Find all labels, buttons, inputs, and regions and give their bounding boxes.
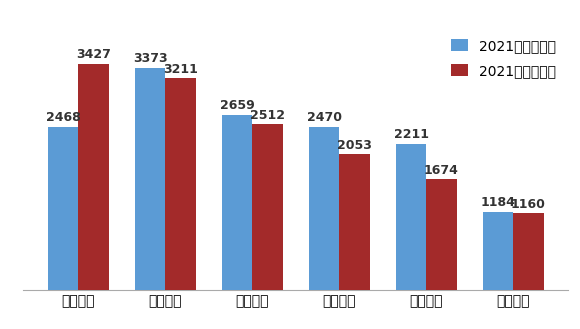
- Bar: [426, 179, 456, 290]
- Bar: [513, 213, 543, 290]
- Text: 2470: 2470: [307, 111, 342, 124]
- Text: 2512: 2512: [250, 109, 285, 122]
- Text: 2053: 2053: [337, 139, 372, 152]
- Text: 1184: 1184: [480, 196, 516, 209]
- Bar: [252, 124, 283, 290]
- Text: 1160: 1160: [511, 197, 546, 211]
- Text: 2211: 2211: [393, 128, 429, 141]
- Bar: [396, 144, 426, 290]
- Text: 3373: 3373: [133, 52, 168, 65]
- Bar: [483, 212, 513, 290]
- Bar: [48, 127, 78, 290]
- Legend: 2021年第三季度, 2021年第四季度: 2021年第三季度, 2021年第四季度: [445, 33, 561, 84]
- Bar: [339, 154, 369, 290]
- Bar: [222, 114, 252, 290]
- Text: 3211: 3211: [163, 63, 198, 76]
- Bar: [165, 78, 196, 290]
- Text: 1674: 1674: [424, 164, 459, 177]
- Text: 2659: 2659: [220, 99, 255, 112]
- Bar: [135, 67, 165, 290]
- Text: 3427: 3427: [76, 48, 111, 62]
- Bar: [78, 64, 109, 290]
- Text: 2468: 2468: [46, 112, 81, 124]
- Bar: [309, 127, 339, 290]
